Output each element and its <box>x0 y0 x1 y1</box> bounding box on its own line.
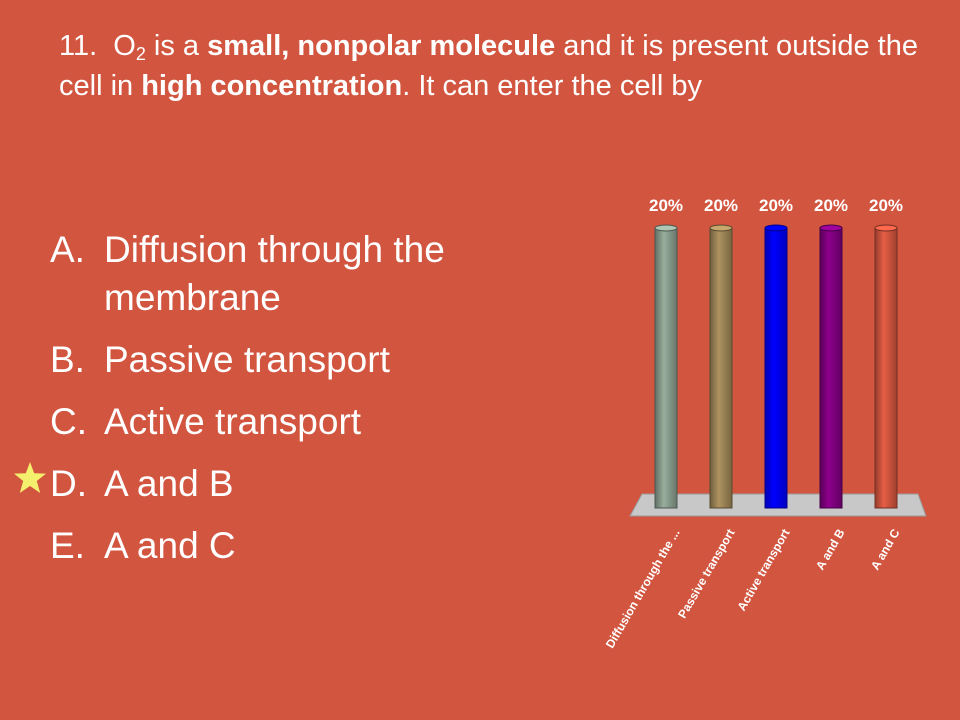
chart-category-label: A and C <box>868 526 903 572</box>
option-letter: B. <box>50 339 85 380</box>
option-letter: D. <box>50 463 87 504</box>
chart-category-label: A and B <box>813 526 848 572</box>
option-text: Passive transport <box>104 339 390 380</box>
chart-data-label: 20% <box>814 196 848 215</box>
chart-data-label: 20% <box>649 196 683 215</box>
molecule-symbol: O <box>113 30 136 62</box>
chart-category-label: Passive transport <box>675 527 737 621</box>
answer-option-a[interactable]: A. Diffusion through the membrane <box>50 226 504 336</box>
option-text: A and C <box>104 525 236 566</box>
question-bold-1: small, nonpolar molecule <box>207 30 556 62</box>
chart-bar <box>709 224 733 509</box>
question-part-1: is a <box>145 30 208 62</box>
answer-option-d[interactable]: D. A and B <box>50 460 504 522</box>
chart-data-label: 20% <box>704 196 738 215</box>
answer-option-b[interactable]: B. Passive transport <box>50 336 504 398</box>
chart-bar <box>819 224 843 509</box>
star-icon <box>14 462 46 493</box>
molecule-subscript: 2 <box>135 44 146 64</box>
option-text: Diffusion through the membrane <box>104 229 445 318</box>
chart-category-label: Diffusion through the ... <box>603 527 683 651</box>
chart-data-label: 20% <box>869 196 903 215</box>
option-letter: E. <box>50 525 85 566</box>
option-letter: C. <box>50 401 87 442</box>
option-letter: A. <box>50 229 85 270</box>
option-text: Active transport <box>104 401 362 442</box>
question-number: 11. <box>59 30 98 62</box>
chart-category-label: Active transport <box>734 527 792 614</box>
question-text: 11. O2 is a small, nonpolar molecule and… <box>59 26 919 106</box>
answer-options: A. Diffusion through the membrane B. Pas… <box>50 226 504 584</box>
chart-bar <box>874 224 898 509</box>
chart-bar <box>654 224 678 509</box>
option-text: A and B <box>104 463 234 504</box>
question-part-2: and it is present outside the cell in <box>59 30 918 102</box>
answer-option-c[interactable]: C. Active transport <box>50 398 504 460</box>
chart-bar <box>764 224 788 509</box>
chart-data-label: 20% <box>759 196 793 215</box>
question-part-3: . It can enter the cell by <box>402 70 703 102</box>
answer-option-e[interactable]: E. A and C <box>50 522 504 584</box>
question-bold-2: high concentration <box>141 70 403 102</box>
